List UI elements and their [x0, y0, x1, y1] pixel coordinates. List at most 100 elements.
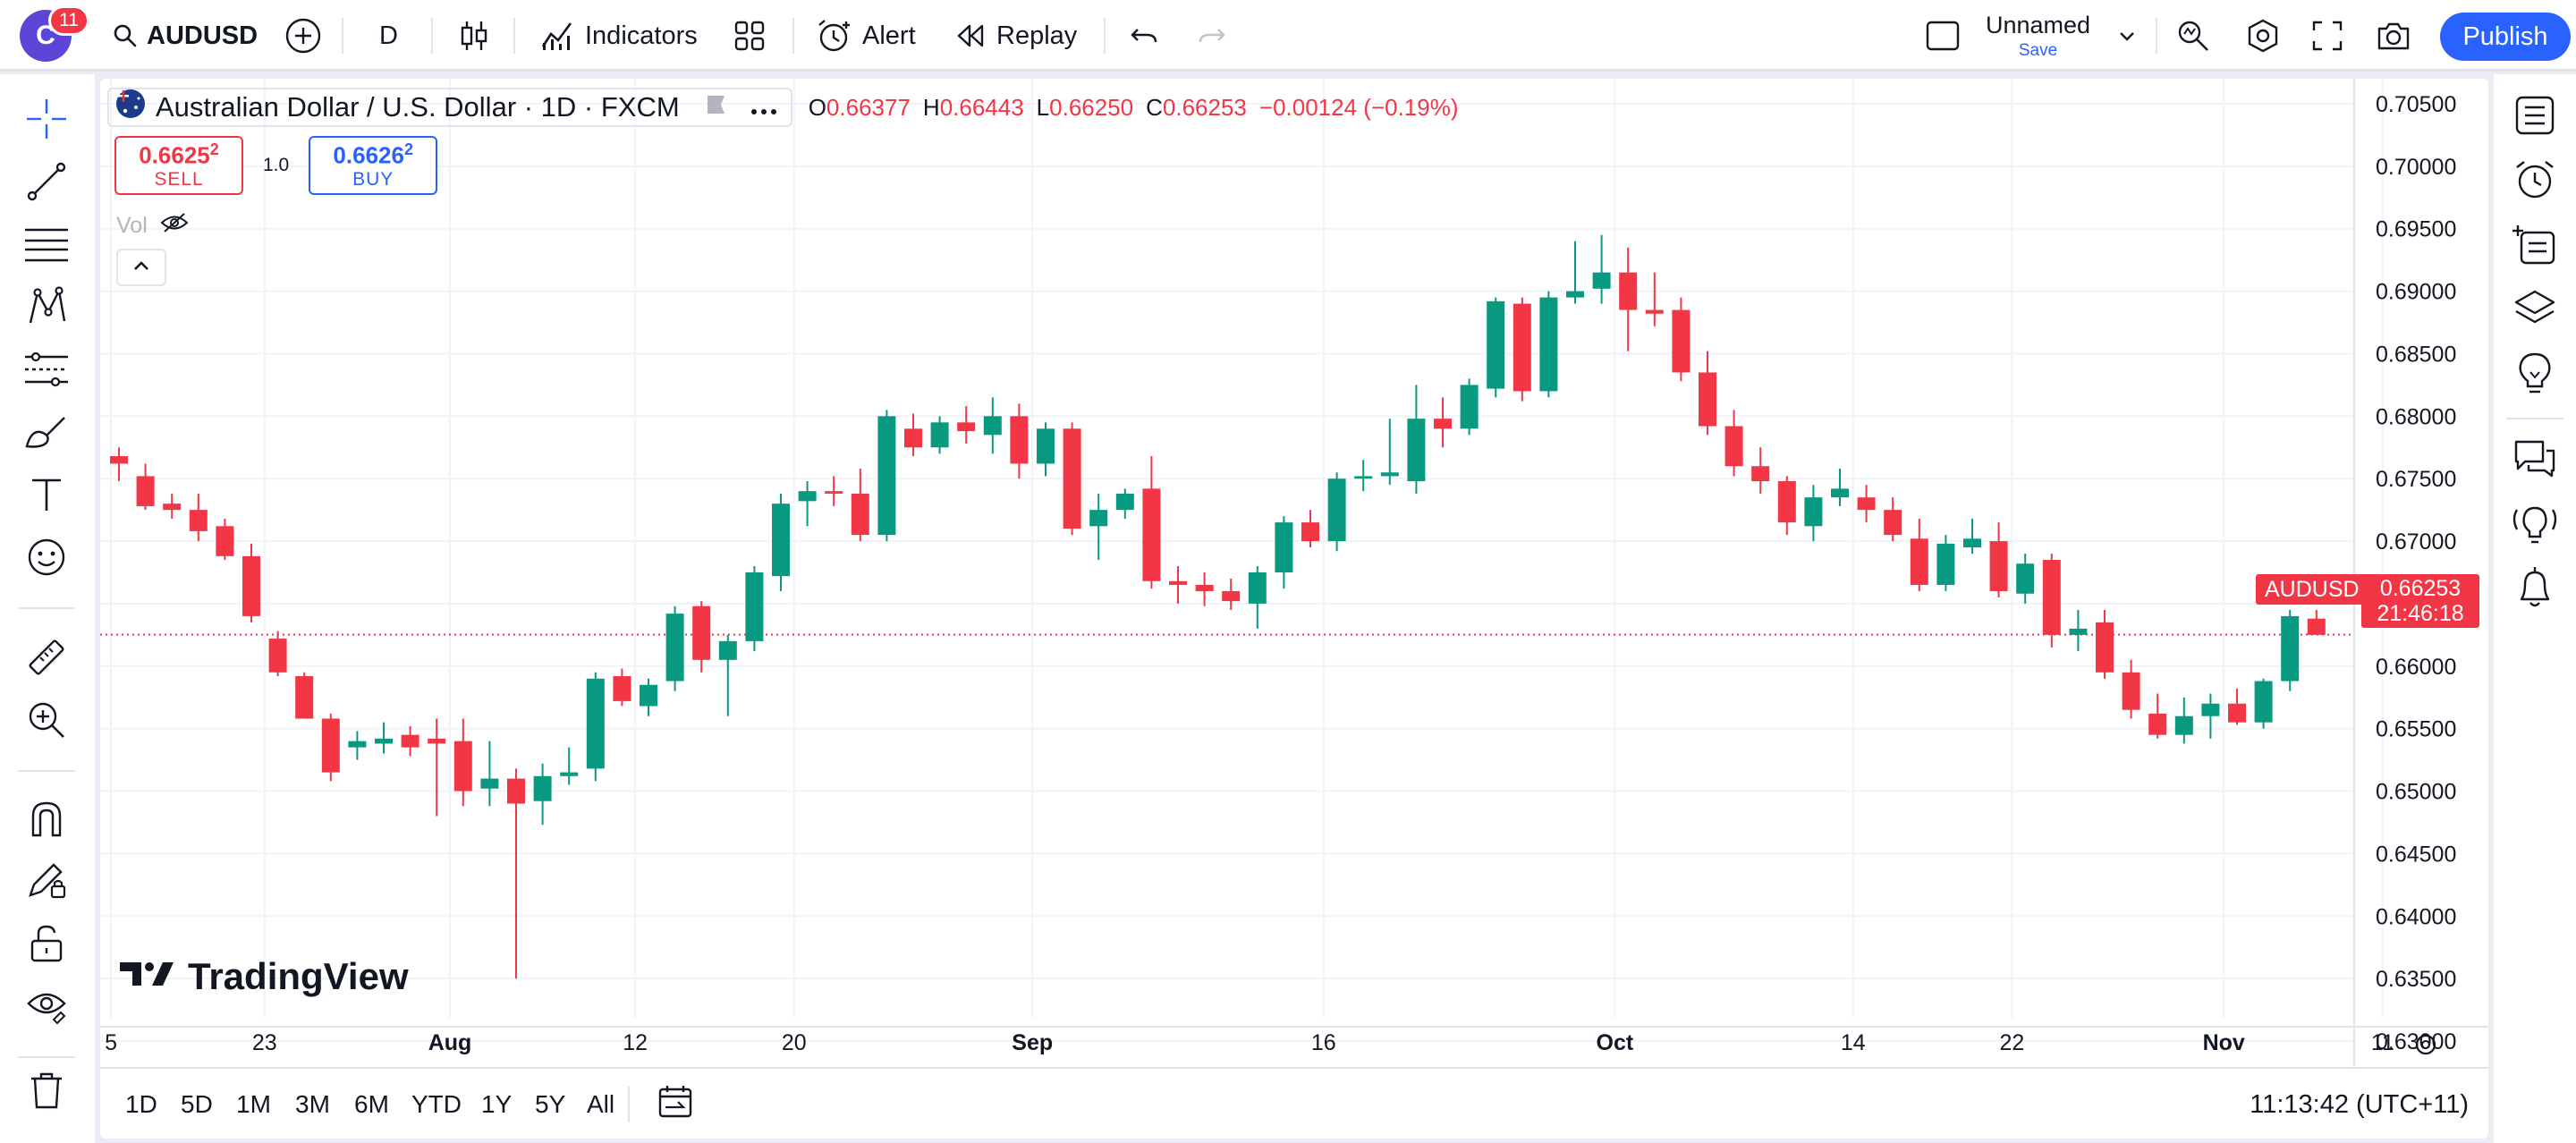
candle[interactable] [110, 447, 128, 481]
candle[interactable] [851, 469, 869, 542]
pattern-tool[interactable] [21, 284, 72, 334]
candle[interactable] [1037, 422, 1055, 477]
candle[interactable] [375, 722, 393, 754]
candle[interactable] [2148, 693, 2167, 739]
candle[interactable] [1434, 397, 1452, 448]
publish-button[interactable]: Publish [2440, 13, 2571, 61]
chart-area[interactable]: 0.70500 0.70000 0.69500 0.69000 0.68500 0.680… [100, 79, 2488, 1139]
watchlist-button[interactable] [2508, 90, 2562, 144]
settings-button[interactable] [2245, 0, 2281, 72]
candle[interactable] [295, 672, 314, 719]
range-1d[interactable]: 1D [125, 1090, 157, 1118]
layout-menu-button[interactable] [2116, 0, 2138, 72]
price-chart[interactable]: 0.70500 0.70000 0.69500 0.69000 0.68500 0.680… [100, 79, 2488, 1067]
candle[interactable] [1619, 247, 1638, 351]
candle[interactable] [983, 397, 1002, 454]
range-1m[interactable]: 1M [236, 1090, 271, 1118]
candle[interactable] [163, 493, 182, 519]
layout-name-button[interactable]: Unnamed Save [1986, 0, 2090, 72]
candle[interactable] [2069, 609, 2088, 652]
candle[interactable] [798, 480, 817, 527]
candle[interactable] [930, 416, 949, 454]
interval-button[interactable]: D [379, 0, 398, 72]
candle[interactable] [1884, 497, 1902, 542]
range-ytd[interactable]: YTD [411, 1090, 462, 1118]
remove-drawings-tool[interactable] [21, 1067, 72, 1117]
symbol-title-box[interactable]: Australian Dollar / U.S. Dollar · 1D · F… [107, 88, 792, 127]
tradingview-watermark[interactable]: TradingView [120, 955, 409, 998]
candle[interactable] [1724, 410, 1743, 477]
range-5d[interactable]: 5D [181, 1090, 213, 1118]
quantity[interactable]: 1.0 [263, 155, 290, 175]
chats-button[interactable] [2508, 434, 2562, 487]
candle[interactable] [533, 763, 552, 826]
candle[interactable] [1169, 566, 1187, 604]
candle[interactable] [586, 672, 605, 782]
candle[interactable] [1063, 422, 1081, 536]
more-options-icon[interactable] [750, 91, 778, 123]
candle[interactable] [480, 741, 499, 807]
eye-hidden-icon[interactable] [160, 211, 189, 241]
indicators-button[interactable]: Indicators [540, 0, 698, 72]
candle[interactable] [877, 410, 896, 542]
crosshair-tool[interactable] [21, 96, 72, 146]
candle[interactable] [401, 725, 419, 757]
alerts-panel-button[interactable] [2508, 155, 2562, 208]
candle[interactable] [428, 718, 446, 817]
candle[interactable] [1010, 403, 1029, 479]
candle[interactable] [718, 634, 737, 716]
candle[interactable] [242, 543, 260, 622]
replay-button[interactable]: Replay [955, 0, 1077, 72]
candle[interactable] [1195, 572, 1214, 606]
candle[interactable] [1327, 472, 1346, 552]
candle[interactable] [1089, 493, 1108, 561]
undo-button[interactable] [1129, 0, 1159, 72]
measure-tool[interactable] [21, 634, 72, 684]
range-1y[interactable]: 1Y [481, 1090, 513, 1118]
candle[interactable] [1751, 447, 1770, 494]
zoom-in-tool[interactable] [21, 697, 72, 747]
trend-line-tool[interactable] [21, 158, 72, 208]
redo-button[interactable] [1197, 0, 1227, 72]
candle[interactable] [825, 476, 843, 506]
candle[interactable] [560, 747, 579, 785]
candle[interactable] [216, 518, 234, 561]
ideas-button[interactable] [2508, 348, 2562, 402]
stay-in-drawing-tool[interactable] [21, 858, 72, 908]
candle[interactable] [321, 713, 340, 782]
candle[interactable] [2254, 678, 2273, 729]
range-6m[interactable]: 6M [354, 1090, 389, 1118]
candle[interactable] [189, 493, 208, 542]
collapse-legend-button[interactable] [116, 249, 166, 286]
candle[interactable] [1592, 234, 1611, 304]
emoji-tool[interactable] [21, 534, 72, 584]
candle[interactable] [2042, 554, 2061, 648]
candle[interactable] [1301, 510, 1319, 548]
candle[interactable] [1248, 566, 1267, 629]
fullscreen-button[interactable] [2311, 0, 2343, 72]
go-to-date-button[interactable] [657, 1069, 694, 1139]
notifications-button[interactable] [2508, 563, 2562, 616]
symbol-search-button[interactable]: AUDUSD [113, 0, 258, 72]
candle[interactable] [1142, 456, 1161, 589]
candle[interactable] [1566, 241, 1584, 304]
buy-button[interactable]: 0.66262 BUY [309, 136, 438, 195]
compare-symbol-button[interactable] [284, 0, 322, 72]
snapshot-button[interactable] [2376, 0, 2411, 72]
candle[interactable] [507, 768, 525, 979]
candle[interactable] [2122, 659, 2140, 719]
templates-button[interactable] [733, 0, 766, 72]
candle[interactable] [1699, 351, 1716, 436]
quick-search-button[interactable] [2175, 0, 2211, 72]
candle[interactable] [1804, 485, 1823, 542]
candle[interactable] [1354, 460, 1373, 492]
candle[interactable] [2174, 697, 2193, 744]
alert-button[interactable]: Alert [816, 0, 916, 72]
chart-type-button[interactable] [458, 0, 490, 72]
candle[interactable] [1222, 578, 1241, 610]
range-3m[interactable]: 3M [295, 1090, 330, 1118]
candle[interactable] [1672, 297, 1690, 382]
object-tree-button[interactable] [2508, 284, 2562, 337]
candle[interactable] [2228, 688, 2246, 725]
brush-tool[interactable] [21, 409, 72, 459]
